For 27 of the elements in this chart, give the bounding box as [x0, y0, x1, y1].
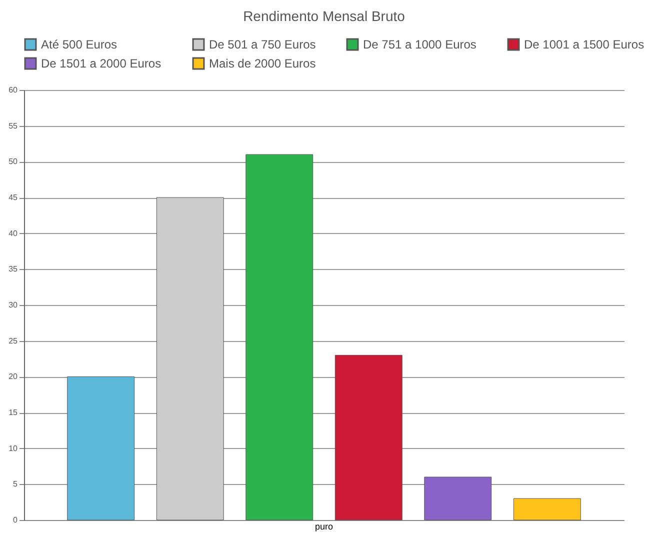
y-tick-label: 5	[13, 480, 18, 489]
bar	[513, 498, 581, 520]
y-tick-label: 35	[8, 264, 18, 274]
y-tick-label: 55	[8, 121, 18, 130]
y-tick-label: 0	[13, 516, 18, 524]
bar	[246, 154, 314, 520]
legend-label: Até 500 Euros	[41, 38, 118, 52]
legend-label: De 751 a 1000 Euros	[363, 38, 476, 52]
legend-label: De 501 a 750 Euros	[209, 38, 316, 52]
x-tick-label: puro	[314, 522, 334, 532]
y-tick-label: 20	[8, 372, 18, 382]
bar	[67, 376, 135, 520]
legend-label: De 1001 a 1500 Euros	[524, 38, 644, 52]
legend-label: De 1501 a 2000 Euros	[41, 56, 162, 70]
bar	[334, 354, 402, 520]
legend-label: Mais de 2000 Euros	[209, 56, 316, 70]
y-tick-label: 60	[8, 86, 18, 94]
y-tick-label: 25	[8, 336, 18, 346]
y-tick-label: 50	[8, 157, 18, 166]
y-tick-label: 45	[8, 193, 18, 202]
y-tick-label: 40	[8, 228, 18, 238]
y-tick-label: 30	[8, 300, 18, 310]
y-tick-label: 10	[8, 444, 18, 453]
y-tick-label: 15	[8, 408, 18, 417]
bar	[156, 197, 224, 520]
bar	[424, 476, 492, 520]
chart-title: Rendimento Mensal Bruto	[243, 8, 406, 24]
